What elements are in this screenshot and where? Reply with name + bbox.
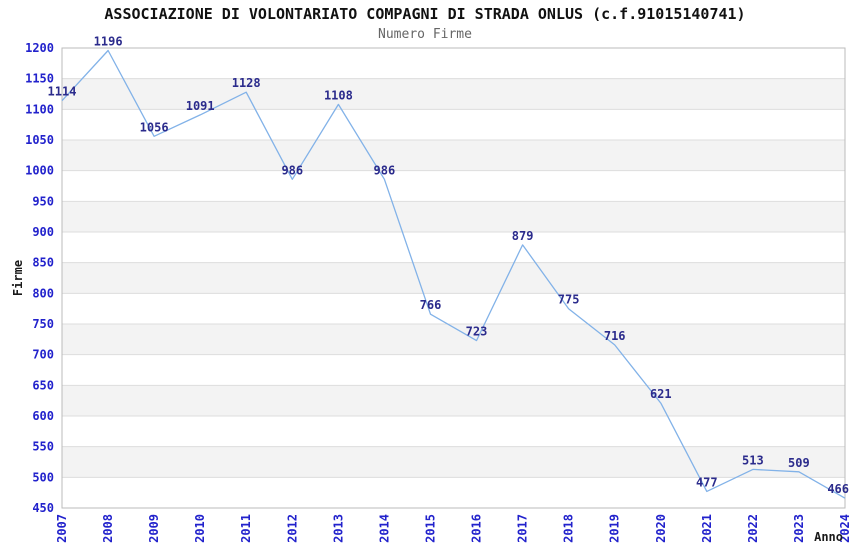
y-tick-label: 450	[32, 501, 54, 515]
y-tick-label: 1050	[25, 133, 54, 147]
y-tick-label: 950	[32, 194, 54, 208]
x-tick-label: 2021	[700, 514, 714, 543]
data-point-label: 621	[650, 387, 672, 401]
y-tick-label: 900	[32, 225, 54, 239]
band-row	[62, 324, 845, 355]
y-tick-label: 550	[32, 440, 54, 454]
band-row	[62, 78, 845, 110]
y-tick-label: 600	[32, 409, 54, 423]
x-tick-label: 2024	[838, 514, 850, 543]
y-tick-label: 750	[32, 317, 54, 331]
x-tick-label: 2019	[608, 514, 622, 543]
data-point-label: 513	[742, 453, 764, 467]
y-tick-label: 1150	[25, 72, 54, 86]
y-tick-label: 700	[32, 348, 54, 362]
y-tick-label: 800	[32, 286, 54, 300]
chart-subtitle: Numero Firme	[378, 27, 472, 42]
x-tick-label: 2009	[147, 514, 161, 543]
band-row	[62, 446, 845, 478]
y-tick-label: 850	[32, 256, 54, 270]
x-tick-label: 2008	[101, 514, 115, 543]
x-tick-label: 2017	[516, 514, 530, 543]
chart-main-title: ASSOCIAZIONE DI VOLONTARIATO COMPAGNI DI…	[104, 5, 746, 23]
x-axis-tick-labels: 2007 2008 2009 2010 2011 2012 2013 2014 2015 2016…	[55, 514, 850, 543]
y-tick-label: 500	[32, 470, 54, 484]
data-point-label: 477	[696, 475, 718, 489]
y-tick-label: 650	[32, 378, 54, 392]
y-axis-tick-labels: 450 500 550 600 650 700 750 800 850 900 950 1000 105…	[25, 41, 54, 515]
x-tick-label: 2014	[377, 514, 391, 543]
y-axis-title: Firme	[11, 260, 25, 296]
data-point-label: 723	[466, 325, 488, 339]
data-point-label: 509	[788, 456, 810, 470]
y-tick-label: 1200	[25, 41, 54, 55]
x-tick-label: 2022	[746, 514, 760, 543]
x-tick-label: 2016	[470, 514, 484, 543]
data-point-label: 716	[604, 329, 626, 343]
x-tick-label: 2023	[792, 514, 806, 543]
data-point-label: 1091	[186, 99, 215, 113]
plot-border	[61, 47, 846, 509]
data-point-label: 1128	[232, 76, 261, 90]
x-tick-label: 2013	[331, 514, 345, 543]
band-row	[62, 140, 845, 171]
data-point-label: 1196	[94, 35, 123, 49]
data-point-label: 766	[420, 298, 442, 312]
data-point-label: 466	[827, 482, 849, 496]
data-point-label: 775	[558, 293, 580, 307]
x-tick-label: 2011	[239, 514, 253, 543]
data-point-label: 1056	[140, 120, 169, 134]
x-tick-label: 2020	[654, 514, 668, 543]
data-point-label: 986	[281, 163, 303, 177]
y-tick-label: 1000	[25, 164, 54, 178]
series-line	[61, 49, 846, 499]
data-point-label: 879	[512, 229, 534, 243]
band-row	[62, 262, 845, 294]
data-point-label: 1114	[48, 85, 77, 99]
x-tick-label: 2015	[424, 514, 438, 543]
data-point-labels: 1114 1196 1056 1091 1128 986 1108 986 766 723 879 7…	[48, 35, 849, 497]
band-row	[62, 201, 845, 232]
x-tick-label: 2010	[193, 514, 207, 543]
y-tick-label: 1100	[25, 102, 54, 116]
background-bands	[62, 78, 845, 478]
data-point-label: 1108	[324, 88, 353, 102]
x-tick-label: 2007	[55, 514, 69, 543]
x-tick-label: 2018	[562, 514, 576, 543]
data-point-label: 986	[374, 163, 396, 177]
gridlines	[62, 78, 845, 478]
x-tick-label: 2012	[285, 514, 299, 543]
band-row	[62, 385, 845, 416]
x-axis-title: Anno	[814, 530, 843, 544]
